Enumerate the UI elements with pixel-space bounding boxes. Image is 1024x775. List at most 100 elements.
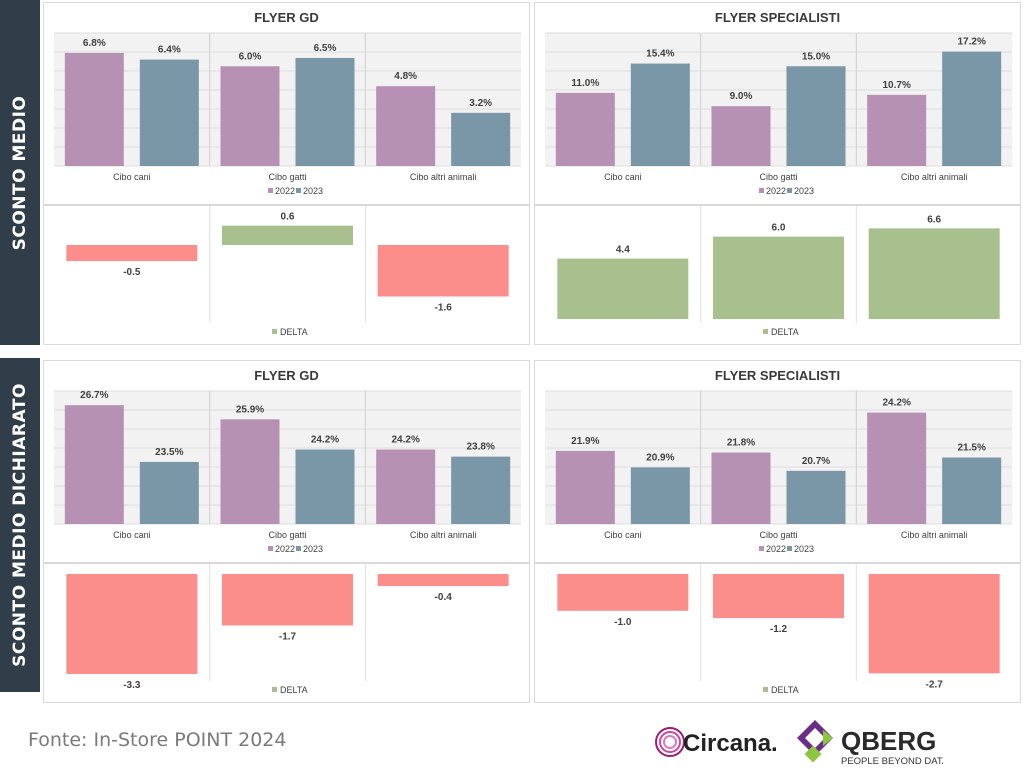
data-label-2023-cibo-altri-animali: 23.8% [466,442,494,453]
chart-title: FLYER GD [254,10,319,25]
data-label-2023-cibo-cani: 6.4% [158,45,181,56]
legend-swatch-2022 [268,546,273,551]
delta-label-1: -3.3 [123,680,141,691]
delta-bar-1 [66,574,198,674]
bar-2023-cibo-cani [139,461,199,524]
bar-2022-cibo-gatti [220,419,280,524]
bar-2023-cibo-altri-animali [942,457,1002,524]
delta-label-2: -1.7 [279,632,297,643]
qberg-logo-text: QBERG [841,726,936,756]
panel-sconto-medio-flyer-specialisti: FLYER SPECIALISTI 11.0% 15.4% Cibo cani 9.0… [534,2,1021,205]
chart-sconto-medio-flyer-gd: 6.8% 6.4% Cibo cani 6.0% 6.5% Cibo gatti 4.8% 3… [54,32,521,196]
panel-sconto-medio-flyer-gd: FLYER GD 6.8% 6.4% Cibo cani 6.0% 6.5% Cibo g… [43,2,530,205]
data-label-2022-cibo-altri-animali: 10.7% [882,80,910,91]
data-label-2022-cibo-altri-animali: 4.8% [394,71,417,82]
bar-2022-cibo-gatti [711,106,771,166]
circana-logo: Circana. [650,718,785,768]
data-label-2022-cibo-cani: 11.0% [571,78,599,89]
data-label-2022-cibo-cani: 21.9% [571,436,599,447]
chart-sconto-dichiarato-flyer-specialisti: 21.9% 20.9% Cibo cani 21.8% 20.7% Cibo gatti 2… [545,390,1012,554]
delta-label-2: -1.2 [770,624,788,635]
category-label-cibo-cani: Cibo cani [113,172,151,182]
category-label-cibo-altri-animali: Cibo altri animali [410,172,477,182]
legend-swatch-delta [763,687,768,692]
delta-label-1: 4.4 [616,245,630,256]
bar-2022-cibo-cani [555,92,615,166]
panel-sconto-dichiarato-flyer-gd: FLYER GD 26.7% 23.5% Cibo cani 25.9% 24.2% Ci… [43,360,530,563]
circana-logo-mark: Circana. [655,727,778,757]
bar-2022-cibo-altri-animali [376,449,436,524]
legend-swatch-2023 [296,188,301,193]
chart-sconto-dichiarato-flyer-gd: 26.7% 23.5% Cibo cani 25.9% 24.2% Cibo gatti 2… [54,390,521,554]
delta-label-3: -1.6 [435,302,453,313]
chart-sconto-medio-specialisti-delta: 4.4 6.0 6.6 DELTA [557,206,1000,337]
delta-label-2: 0.6 [281,212,295,223]
category-label-cibo-cani: Cibo cani [113,530,151,540]
chart-sconto-medio-gd-delta: -0.5 0.6 -1.6 DELTA [66,206,509,337]
panel-sconto-dichiarato-gd-delta: -3.3 -1.7 -0.4 DELTA [43,563,530,703]
legend-swatch-2022 [268,188,273,193]
bar-2023-cibo-gatti [786,66,846,166]
legend-swatch-2022 [759,546,764,551]
section-label-sconto-medio-dichiarato: SCONTO MEDIO DICHIARATO [0,358,40,692]
delta-bar-3 [377,244,509,297]
bar-2023-cibo-altri-animali [451,456,511,524]
panel-sconto-dichiarato-flyer-specialisti: FLYER SPECIALISTI 21.9% 20.9% Cibo cani 21.… [534,360,1021,563]
delta-bar-3 [377,574,509,587]
delta-label-3: -2.7 [926,679,944,690]
chart-sconto-dichiarato-gd-delta: -3.3 -1.7 -0.4 DELTA [66,564,509,695]
category-label-cibo-gatti: Cibo gatti [268,172,306,182]
legend-swatch-delta [272,329,277,334]
bar-2023-cibo-cani [139,59,199,166]
bar-2023-cibo-cani [630,63,690,167]
delta-label-2: 6.0 [772,223,786,234]
data-label-2023-cibo-gatti: 6.5% [314,43,337,54]
bar-2022-cibo-altri-animali [376,86,436,166]
delta-bar-1 [557,574,689,611]
legend-label-2022: 2022 [766,544,786,554]
legend-label-2022: 2022 [766,186,786,196]
delta-label-1: -0.5 [123,267,141,278]
category-label-cibo-cani: Cibo cani [604,172,642,182]
bar-2022-cibo-gatti [220,66,280,166]
data-label-2023-cibo-altri-animali: 3.2% [469,98,492,109]
data-label-2022-cibo-altri-animali: 24.2% [391,435,419,446]
data-label-2022-cibo-cani: 6.8% [83,38,106,49]
delta-bar-2 [222,225,353,245]
category-label-cibo-gatti: Cibo gatti [759,530,797,540]
data-label-2023-cibo-gatti: 20.7% [802,456,830,467]
bar-2022-cibo-cani [555,450,615,524]
data-label-2022-cibo-altri-animali: 24.2% [882,398,910,409]
data-label-2022-cibo-gatti: 25.9% [236,404,264,415]
category-label-cibo-gatti: Cibo gatti [759,172,797,182]
plot-area [54,391,521,524]
delta-bar-1 [66,244,198,262]
bar-2022-cibo-cani [64,405,124,524]
chart-sconto-dichiarato-specialisti-delta: -1.0 -1.2 -2.7 DELTA [557,564,1000,695]
delta-bar-2 [713,236,844,319]
bar-2022-cibo-gatti [711,452,771,524]
plot-area [545,33,1012,166]
bar-2022-cibo-cani [64,52,124,167]
legend-label-2023: 2023 [794,186,814,196]
bar-2023-cibo-gatti [295,449,355,524]
bar-2023-cibo-gatti [786,470,846,524]
circana-logo-text: Circana. [683,730,778,757]
qberg-logo-mark: QBERG PEOPLE BEYOND DATA [797,720,949,767]
plot-area [54,33,521,166]
legend-label-delta: DELTA [771,685,799,695]
data-label-2022-cibo-gatti: 6.0% [239,51,262,62]
chart-title: FLYER GD [254,368,319,383]
data-label-2023-cibo-gatti: 24.2% [311,435,339,446]
bar-2023-cibo-altri-animali [451,112,511,166]
bar-2022-cibo-altri-animali [867,412,927,524]
data-label-2022-cibo-cani: 26.7% [80,390,108,401]
legend-label-delta: DELTA [280,327,308,337]
legend-label-delta: DELTA [280,685,308,695]
chart-title: FLYER SPECIALISTI [714,10,841,25]
legend-swatch-2023 [787,546,792,551]
qberg-logo-tagline: PEOPLE BEYOND DATA [841,756,943,767]
delta-bar-2 [713,574,844,619]
category-label-cibo-cani: Cibo cani [604,530,642,540]
delta-bar-3 [868,574,1000,674]
